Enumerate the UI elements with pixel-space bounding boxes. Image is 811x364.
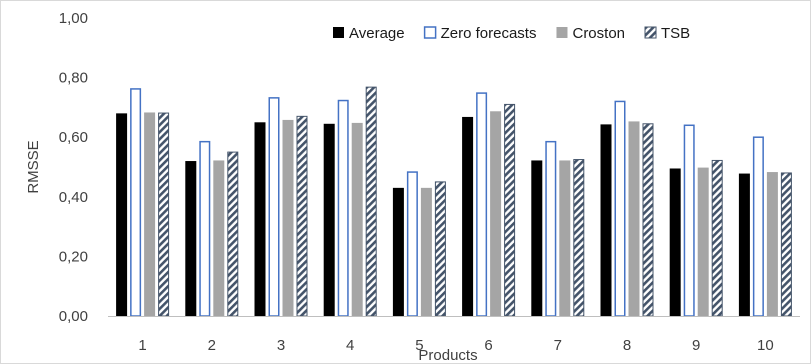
bar-croston: [213, 160, 225, 316]
legend-item-average: Average: [333, 25, 405, 42]
x-tick-label: 5: [415, 337, 423, 354]
bar-croston: [351, 122, 363, 316]
x-tick-label: 3: [277, 337, 285, 354]
bar-tsb: [296, 115, 308, 317]
x-tick-label: 4: [346, 337, 354, 354]
x-tick-label: 9: [692, 337, 700, 354]
x-tick-label: 8: [623, 337, 631, 354]
bar-zero-forecasts: [268, 97, 280, 317]
legend: Average Zero forecasts Croston TSB: [333, 25, 690, 42]
legend-swatch-average: [333, 27, 344, 38]
bar-croston: [420, 187, 432, 316]
bar-tsb: [227, 151, 239, 317]
bar-zero-forecasts: [752, 136, 764, 317]
legend-label: Croston: [572, 25, 625, 42]
x-tick-label: 10: [757, 337, 774, 354]
y-tick-label: 0,20: [59, 248, 88, 265]
x-tick-label: 2: [208, 337, 216, 354]
bar-zero-forecasts: [130, 88, 142, 317]
legend-item-tsb: TSB: [644, 25, 690, 42]
bar-tsb: [573, 159, 585, 317]
bar-tsb: [504, 103, 516, 317]
legend-label: TSB: [661, 25, 690, 42]
legend-item-croston: Croston: [556, 25, 625, 42]
bar-tsb: [434, 181, 446, 317]
bar-tsb: [365, 86, 377, 317]
bar-average: [738, 173, 750, 316]
bar-croston: [559, 160, 571, 316]
bar-average: [531, 160, 543, 316]
bar-croston: [144, 112, 156, 316]
y-axis-ticks: 0,00 0,20 0,40 0,60 0,80 1,00: [59, 10, 88, 325]
x-tick-label: 1: [138, 337, 146, 354]
legend-label: Average: [349, 25, 405, 42]
bar-zero-forecasts: [476, 92, 488, 317]
legend-swatch-tsb: [644, 26, 657, 39]
x-tick-label: 6: [484, 337, 492, 354]
bar-croston: [628, 121, 640, 316]
bar-average: [462, 116, 474, 316]
bar-average: [116, 113, 128, 316]
y-tick-label: 0,80: [59, 70, 88, 87]
bar-zero-forecasts: [406, 171, 418, 317]
legend-swatch-croston: [556, 27, 568, 38]
legend-swatch-zero-forecasts: [423, 26, 437, 39]
bar-tsb: [158, 112, 170, 317]
bar-average: [392, 187, 404, 316]
bar-average: [323, 123, 335, 316]
bar-zero-forecasts: [614, 100, 626, 317]
bar-average: [254, 122, 266, 316]
y-tick-label: 1,00: [59, 10, 88, 27]
bar-average: [185, 161, 197, 316]
x-axis-ticks: 1 2 3 4 5 6 7 8 9 10: [138, 337, 773, 354]
bar-croston: [697, 167, 709, 316]
bars: [116, 86, 792, 317]
bar-tsb: [711, 159, 723, 317]
legend-item-zero-forecasts: Zero forecasts: [423, 25, 537, 42]
bar-zero-forecasts: [545, 140, 557, 317]
bar-tsb: [780, 172, 792, 317]
bar-average: [600, 124, 612, 316]
x-tick-label: 7: [554, 337, 562, 354]
bar-zero-forecasts: [337, 99, 349, 317]
x-axis-title: Products: [418, 347, 477, 364]
legend-label: Zero forecasts: [441, 25, 537, 42]
bar-croston: [766, 172, 778, 316]
y-tick-label: 0,40: [59, 189, 88, 206]
bar-croston: [490, 111, 502, 316]
bar-zero-forecasts: [199, 140, 211, 317]
bar-croston: [282, 119, 294, 316]
bar-tsb: [642, 123, 654, 317]
y-tick-label: 0,00: [59, 308, 88, 325]
y-tick-label: 0,60: [59, 129, 88, 146]
bar-zero-forecasts: [683, 124, 695, 317]
bar-average: [669, 168, 681, 316]
y-axis-title: RMSSE: [25, 140, 42, 193]
